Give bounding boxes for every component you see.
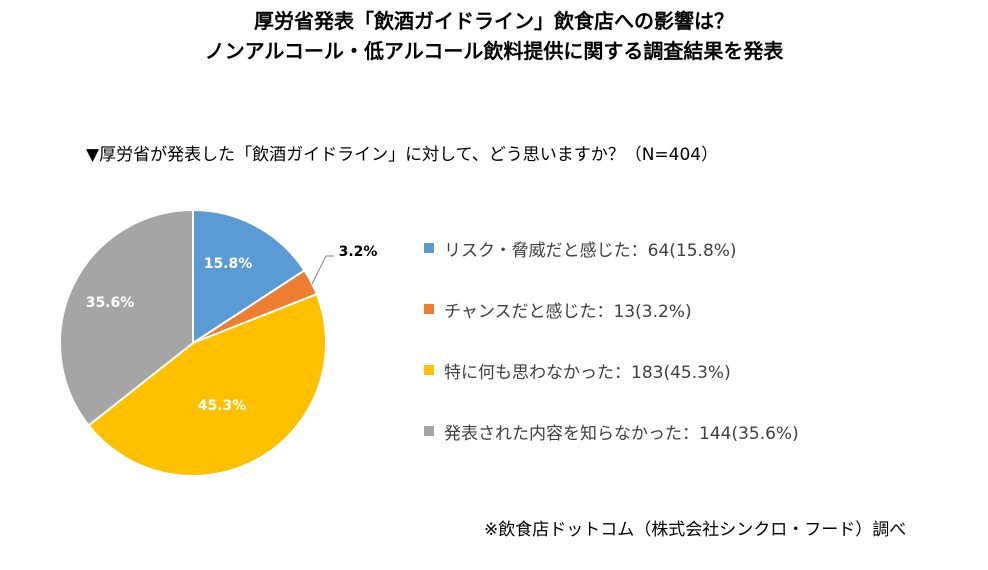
legend: リスク・脅威だと感じた：64(15.8%) チャンスだと感じた：13(3.2%)… (424, 236, 799, 480)
legend-label-unaware: 発表された内容を知らなかった：144(35.6%) (444, 423, 799, 444)
slice-label-risk: 15.8% (204, 256, 253, 272)
legend-item-chance: チャンスだと感じた：13(3.2%) (424, 297, 799, 322)
slice-label-nothing: 45.3% (198, 398, 247, 414)
legend-label-risk: リスク・脅威だと感じた：64(15.8%) (444, 240, 737, 261)
legend-swatch-risk (424, 243, 434, 253)
slice-label-unaware: 35.6% (86, 295, 135, 311)
legend-swatch-chance (424, 304, 434, 314)
legend-swatch-nothing (424, 365, 434, 375)
survey-question: ▼厚労省が発表した「飲酒ガイドライン」に対して、どう思いますか？（N=404） (86, 145, 719, 165)
chart-title-line1: 厚労省発表「飲酒ガイドライン」飲食店への影響は？ (254, 9, 734, 33)
legend-item-nothing: 特に何も思わなかった：183(45.3%) (424, 358, 799, 383)
pie-slice-risk (192, 208, 306, 345)
leader-line (311, 255, 327, 285)
slice-label-chance: 3.2% (339, 244, 378, 260)
pie-slice-nothing (87, 292, 327, 477)
legend-label-chance: チャンスだと感じた：13(3.2%) (444, 301, 692, 322)
legend-swatch-unaware (424, 426, 434, 436)
legend-item-risk: リスク・脅威だと感じた：64(15.8%) (424, 236, 799, 261)
pie-slices (59, 208, 327, 477)
source-note: ※飲食店ドットコム（株式会社シンクロ・フード）調べ (484, 520, 907, 540)
legend-item-unaware: 発表された内容を知らなかった：144(35.6%) (424, 419, 799, 444)
legend-label-nothing: 特に何も思わなかった：183(45.3%) (444, 362, 731, 383)
pie-slice-unaware (59, 208, 194, 427)
chart-title-line2: ノンアルコール・低アルコール飲料提供に関する調査結果を発表 (204, 39, 784, 63)
